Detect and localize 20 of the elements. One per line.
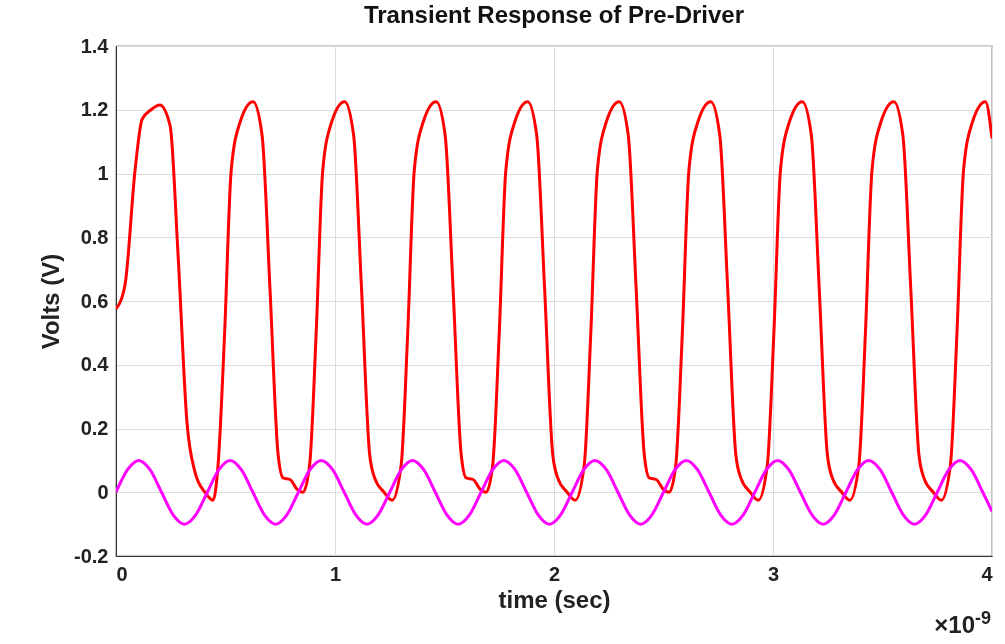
x-axis-title: time (sec) bbox=[498, 585, 611, 613]
x-tick-label: 0 bbox=[116, 562, 128, 585]
text: ×10$^{-9}$ bbox=[934, 608, 991, 639]
x-tick-label: 2 bbox=[548, 562, 561, 585]
y-tick-label: 1.4 bbox=[80, 34, 110, 57]
line-series bbox=[116, 458, 992, 526]
line-series bbox=[116, 100, 992, 502]
y-tick-label: 1.2 bbox=[80, 98, 109, 121]
y-tick-label: 1 bbox=[97, 162, 109, 184]
y-axis-title: Volts (V) bbox=[37, 253, 65, 350]
y-tick-label: 0.8 bbox=[80, 225, 109, 248]
x-tick-label: 1 bbox=[329, 562, 342, 585]
chart-title: Transient Response of Pre-Driver bbox=[363, 1, 745, 28]
y-tick-label: 0.6 bbox=[80, 289, 109, 312]
y-tick-label: 0.2 bbox=[80, 417, 109, 439]
x-tick-label: 4 bbox=[981, 562, 994, 585]
y-tick-label: 0 bbox=[97, 480, 109, 503]
x-tick-label: 3 bbox=[767, 562, 780, 585]
y-tick-label: -0.2 bbox=[74, 544, 109, 567]
y-tick-label: 0.4 bbox=[80, 353, 110, 376]
